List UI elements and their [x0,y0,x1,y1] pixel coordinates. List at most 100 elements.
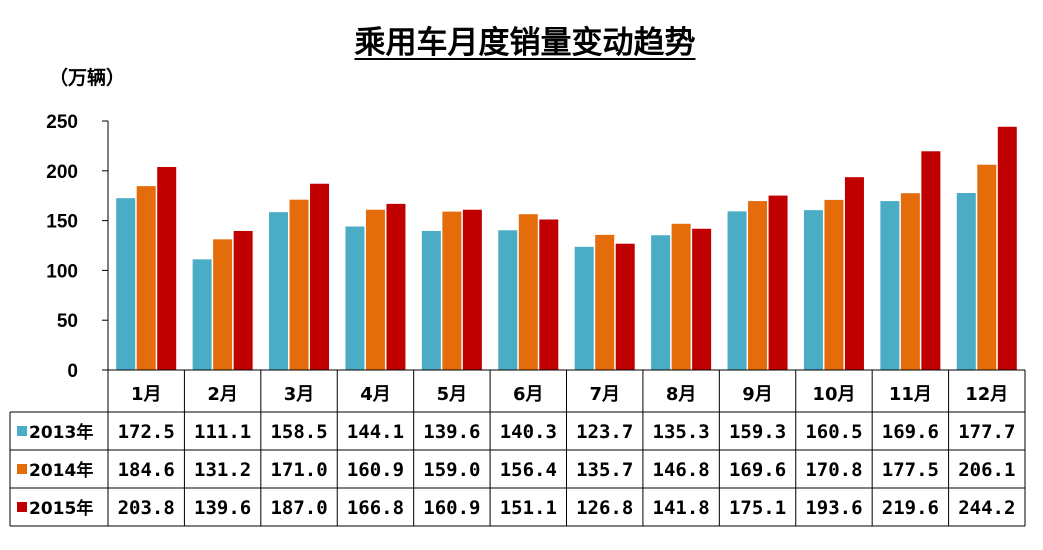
data-label: 159.3 [729,421,786,443]
bar-2015年-10月 [844,177,864,370]
y-tick-label: 100 [46,261,78,282]
bar-2014年-2月 [213,239,233,370]
x-tick-label: 3月 [284,384,315,405]
legend-swatch [17,464,27,474]
x-tick-label: 5月 [437,384,468,405]
legend-label: 2015年 [29,498,93,519]
legend-label: 2014年 [29,460,93,481]
bar-2015年-7月 [615,243,635,370]
bar-2015年-3月 [310,183,330,370]
data-label: 140.3 [500,421,557,443]
x-tick-label: 7月 [589,384,620,405]
data-label: 151.1 [500,497,557,519]
legend-swatch [17,502,27,512]
bar-2014年-9月 [748,201,768,370]
x-tick-label: 4月 [360,384,391,405]
data-label: 158.5 [270,421,327,443]
bar-2014年-4月 [365,209,385,370]
bar-2013年-11月 [880,201,900,370]
x-tick-label: 1月 [131,384,162,405]
data-label: 126.8 [576,497,633,519]
x-tick-label: 8月 [666,384,697,405]
bar-2013年-10月 [803,210,823,370]
x-tick-label: 11月 [889,384,932,405]
bar-2013年-4月 [345,226,365,370]
data-label: 169.6 [729,459,786,481]
data-label: 193.6 [805,497,862,519]
data-label: 184.6 [118,459,175,481]
data-label: 141.8 [653,497,710,519]
bar-2015年-2月 [233,230,253,370]
bar-2015年-6月 [539,219,559,370]
x-tick-label: 10月 [812,384,855,405]
data-label: 135.7 [576,459,633,481]
data-label: 187.0 [270,497,327,519]
bar-2015年-12月 [997,126,1017,371]
bar-2013年-2月 [192,259,212,370]
bars [116,126,1017,371]
bar-2013年-3月 [269,212,289,370]
data-label: 139.6 [194,497,251,519]
data-label: 156.4 [500,459,557,481]
data-label: 135.3 [653,421,710,443]
y-tick-label: 0 [67,361,78,382]
x-tick-label: 6月 [513,384,544,405]
bar-2014年-5月 [442,211,462,370]
data-label: 123.7 [576,421,633,443]
bar-2013年-1月 [116,198,136,370]
y-tick-label: 50 [57,311,78,332]
bar-2014年-11月 [900,193,920,370]
bar-2015年-5月 [462,209,482,370]
bar-2014年-6月 [518,214,538,370]
bar-2013年-6月 [498,230,518,370]
data-table: 1月 2月 3月 4月 5月 6月 7月 8月 9月 10月 11月 12月 2013年 172.5 111… [9,369,1026,527]
data-label: 206.1 [958,459,1015,481]
x-tick-label: 2月 [207,384,238,405]
y-tick-label: 150 [46,212,78,233]
data-label: 160.9 [347,459,404,481]
data-label: 146.8 [653,459,710,481]
data-label: 175.1 [729,497,786,519]
data-label: 203.8 [118,497,175,519]
bar-2013年-12月 [956,193,976,370]
data-label: 144.1 [347,421,404,443]
bar-2015年-4月 [386,203,406,370]
data-label: 169.6 [882,421,939,443]
legend-label: 2013年 [29,422,93,443]
bar-2015年-9月 [768,195,788,370]
data-label: 159.0 [423,459,480,481]
bar-2014年-8月 [671,223,691,370]
data-label: 244.2 [958,497,1015,519]
y-tick-label: 200 [46,162,78,183]
data-label: 172.5 [118,421,175,443]
x-tick-label: 12月 [965,384,1008,405]
unit-label: （万辆） [49,66,125,89]
data-label: 160.5 [805,421,862,443]
bar-2013年-7月 [574,246,594,370]
x-tick-label: 9月 [742,384,773,405]
data-label: 111.1 [194,421,251,443]
data-label: 131.2 [194,459,251,481]
bar-2013年-5月 [421,230,441,370]
data-label: 177.5 [882,459,939,481]
data-label: 171.0 [270,459,327,481]
bar-2014年-12月 [977,164,997,370]
bar-2014年-1月 [136,186,156,370]
bar-2013年-8月 [651,235,671,370]
bar-2014年-3月 [289,199,309,370]
data-label: 139.6 [423,421,480,443]
data-label: 177.7 [958,421,1015,443]
y-axis: 0 50 100 150 200 250 [46,112,109,382]
chart-title: 乘用车月度销量变动趋势 [355,25,696,61]
data-label: 170.8 [805,459,862,481]
legend-swatch [17,426,27,436]
data-label: 166.8 [347,497,404,519]
bar-2015年-8月 [692,228,712,370]
data-label: 219.6 [882,497,939,519]
data-label: 160.9 [423,497,480,519]
bar-2014年-7月 [595,234,615,370]
bar-2015年-1月 [157,167,177,370]
bar-2015年-11月 [921,151,941,370]
bar-2013年-9月 [727,211,747,370]
